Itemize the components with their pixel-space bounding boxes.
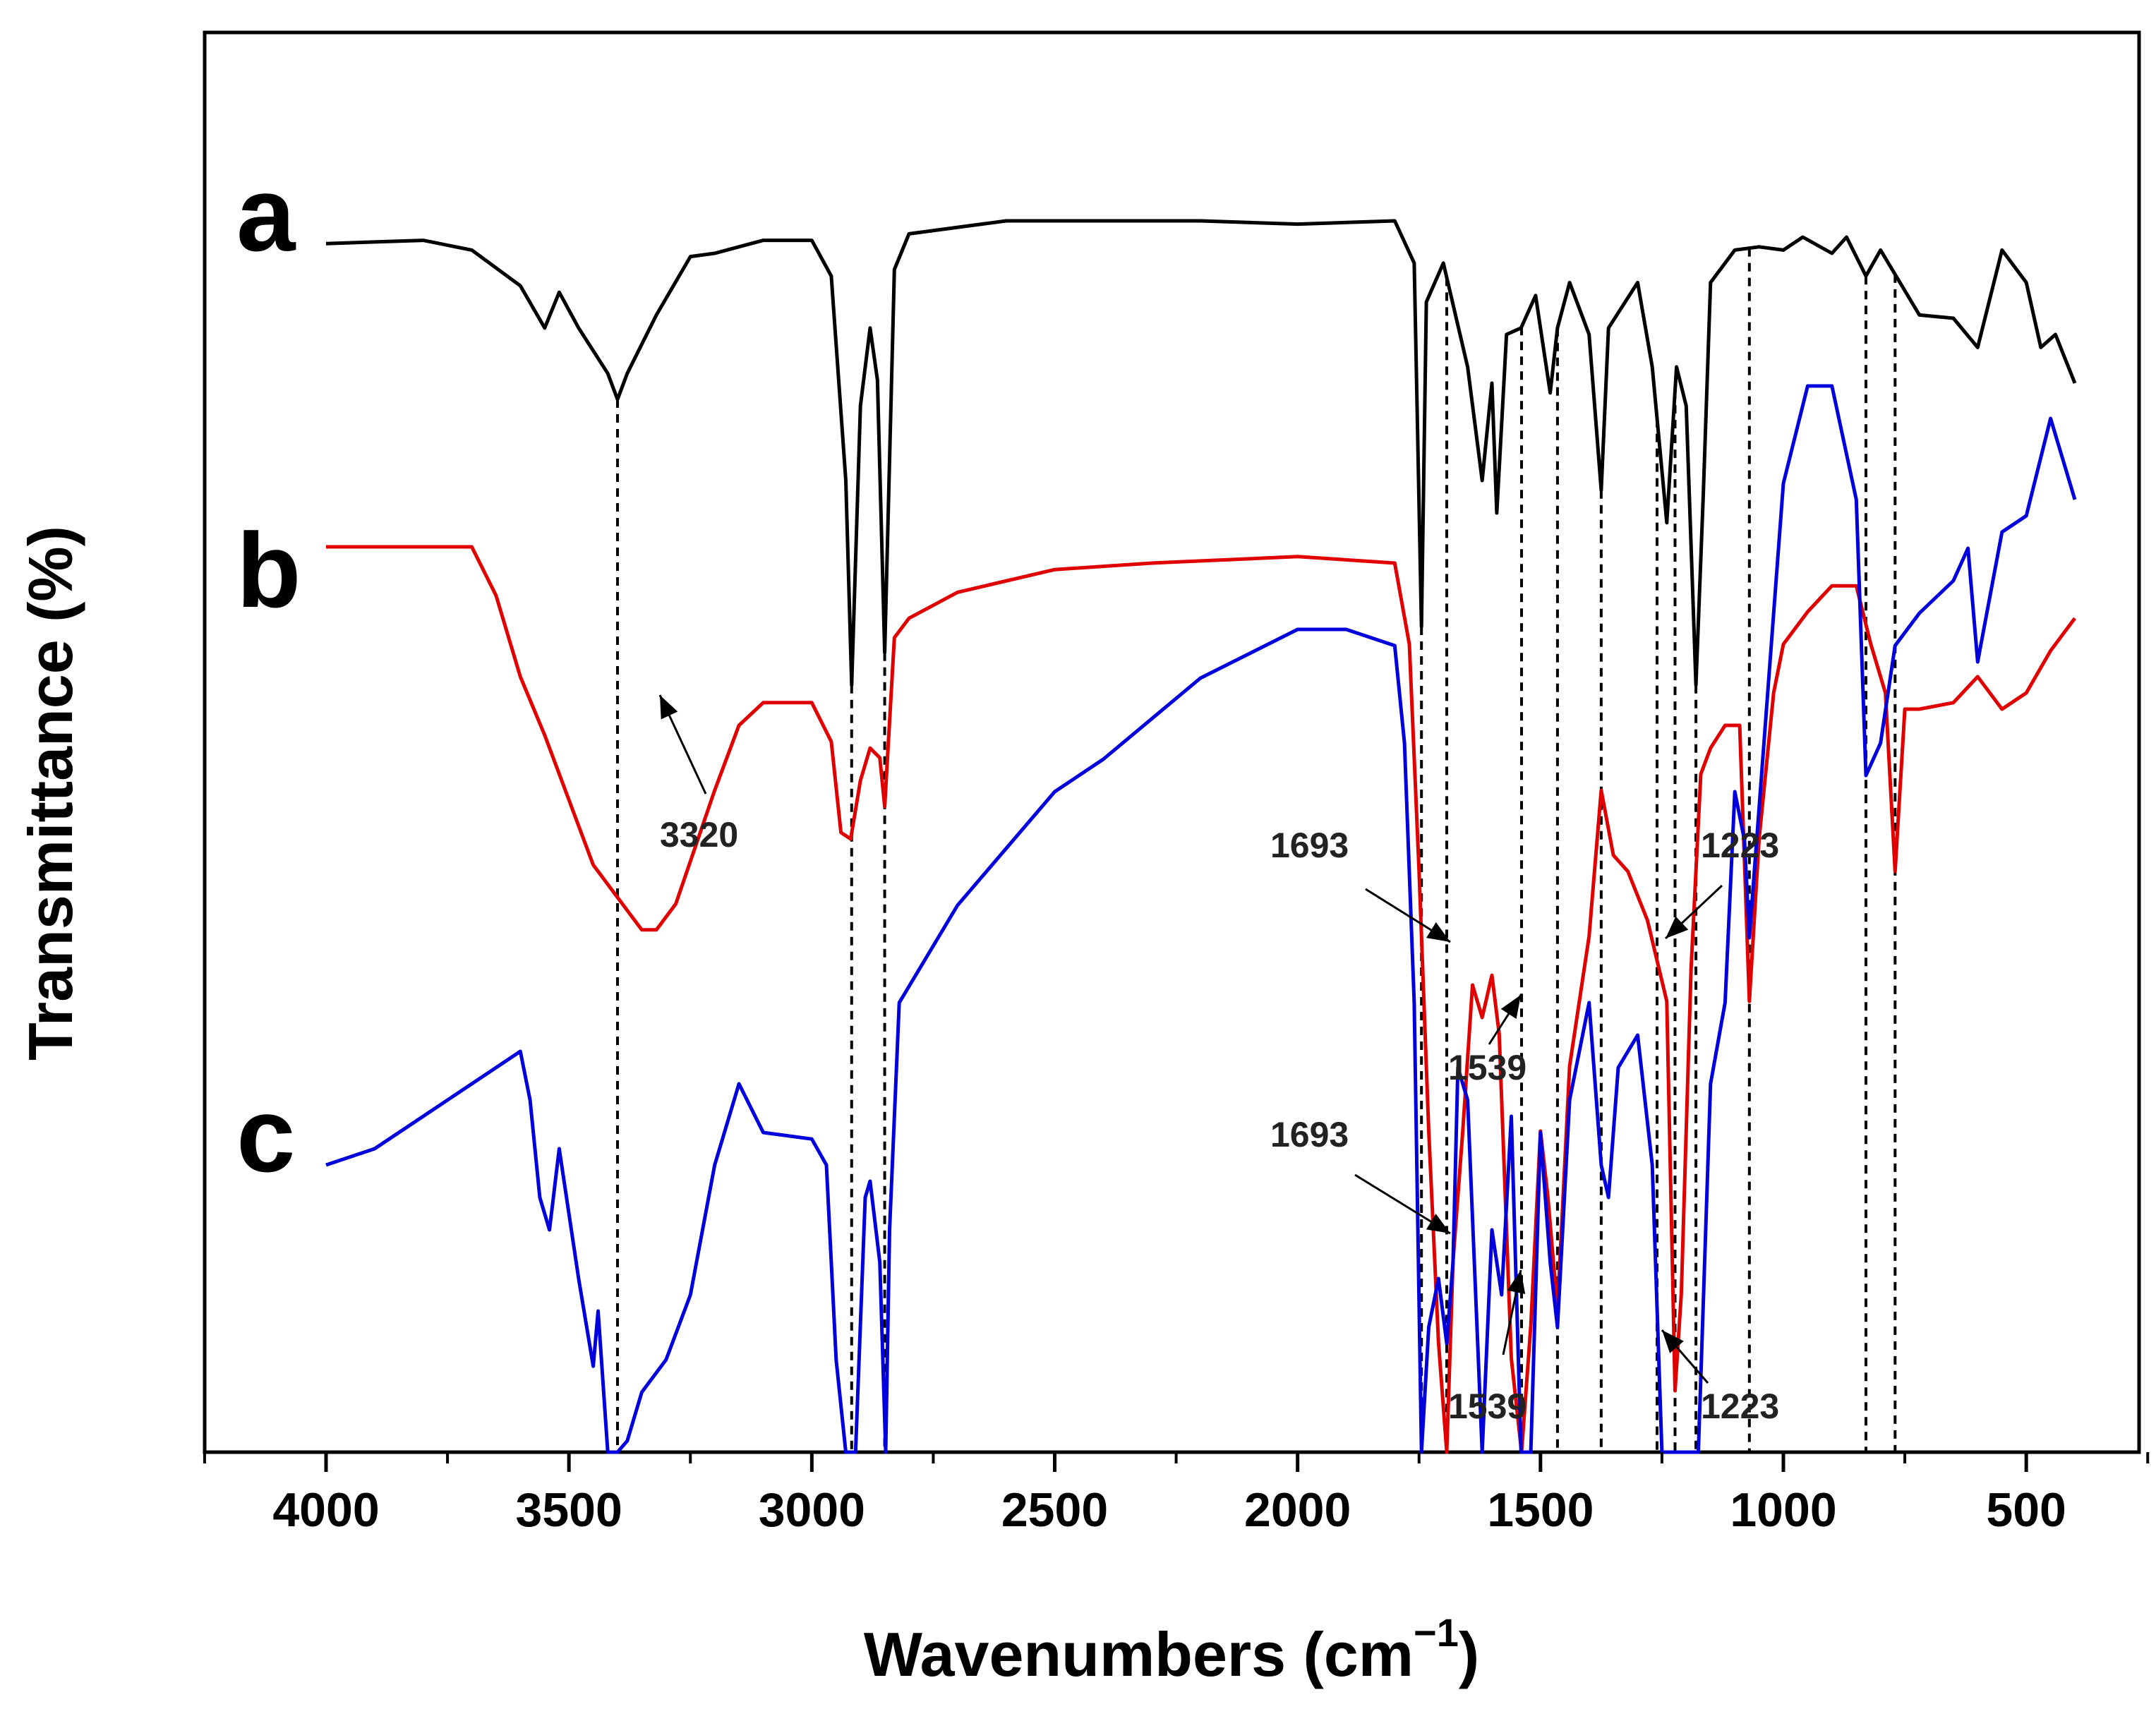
series-letter-c: c bbox=[236, 1075, 295, 1194]
x-tick-label-1000: 1000 bbox=[1730, 1483, 1836, 1537]
spectra-series bbox=[325, 219, 2077, 1454]
annotation-arrowhead-2 bbox=[1500, 995, 1521, 1019]
annotation-label-b-1223: 1223 bbox=[1701, 826, 1779, 865]
annotation-arrowhead-5 bbox=[1507, 1270, 1526, 1294]
x-tick-label-3000: 3000 bbox=[759, 1483, 865, 1537]
x-tick-label-2000: 2000 bbox=[1244, 1483, 1351, 1537]
annotation-label-b-1693: 1693 bbox=[1270, 826, 1349, 865]
series-c-line bbox=[325, 384, 2077, 1454]
series-b-line bbox=[326, 545, 2077, 1454]
series-a-line bbox=[325, 219, 2077, 687]
x-axis-title: Wavenumbers (cm−1) bbox=[864, 1610, 1479, 1689]
peak-annotations: 3320 1693 1539 1223 1693 1539 1223 bbox=[658, 694, 1779, 1426]
x-tick-label-500: 500 bbox=[1986, 1483, 2066, 1537]
annotation-arrowhead-6 bbox=[1662, 1330, 1684, 1353]
x-axis-title-main: Wavenumbers (cm bbox=[864, 1619, 1414, 1689]
x-axis-title-superscript: −1 bbox=[1414, 1610, 1459, 1655]
series-letters: a b c bbox=[236, 155, 301, 1194]
series-letter-a: a bbox=[236, 155, 296, 273]
x-axis-ticks: 4000 3500 3000 2500 2000 1500 1000 500 bbox=[203, 1452, 2150, 1537]
series-letter-b: b bbox=[236, 511, 301, 629]
x-tick-label-2500: 2500 bbox=[1001, 1483, 1108, 1537]
annotation-label-b-3320: 3320 bbox=[660, 815, 738, 855]
annotation-label-c-1693: 1693 bbox=[1270, 1115, 1349, 1154]
annotation-arrowhead-3 bbox=[1666, 916, 1689, 938]
annotation-arrowhead-1 bbox=[1426, 922, 1450, 942]
annotation-label-c-1539: 1539 bbox=[1448, 1387, 1526, 1426]
x-tick-label-1500: 1500 bbox=[1487, 1483, 1594, 1537]
x-axis-title-close: ) bbox=[1459, 1619, 1479, 1689]
annotation-label-b-1539: 1539 bbox=[1448, 1048, 1526, 1087]
y-axis-title: Transmittance (%) bbox=[16, 526, 85, 1061]
plot-frame bbox=[203, 30, 2141, 1454]
annotation-arrowhead-0 bbox=[660, 695, 678, 720]
annotation-arrowhead-4 bbox=[1426, 1214, 1450, 1233]
x-tick-label-4000: 4000 bbox=[272, 1483, 379, 1537]
x-tick-label-3500: 3500 bbox=[516, 1483, 622, 1537]
annotation-label-c-1223: 1223 bbox=[1701, 1387, 1779, 1426]
